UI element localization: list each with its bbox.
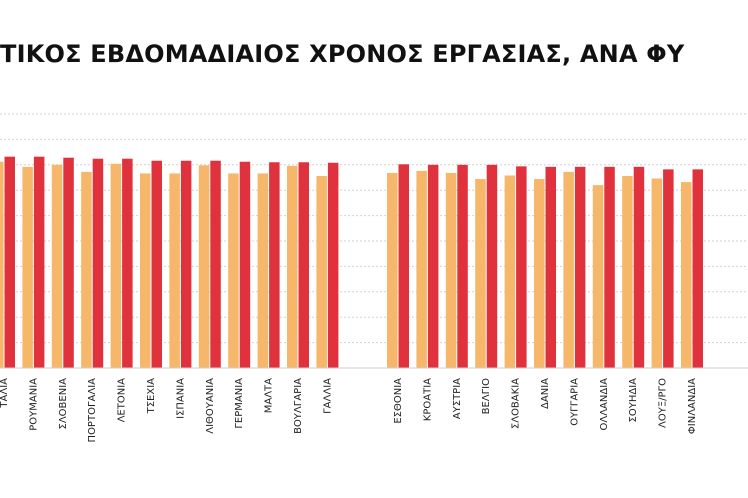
bar-series-2 (604, 166, 615, 368)
category-label: ΣΟΥΗΔΙΑ (628, 378, 639, 423)
bar-series-2 (633, 166, 645, 368)
bar-series-2 (692, 169, 703, 368)
category-label: ΤΑΛΙΑ (0, 378, 10, 409)
bar-series-2 (180, 160, 192, 368)
category-label: ΡΟΥΜΑΝΙΑ (28, 378, 39, 431)
bar-series-1 (416, 170, 427, 368)
category-label: ΒΟΥΛΓΑΡΙΑ (293, 378, 304, 434)
bar-series-2 (210, 160, 221, 368)
category-label: ΓΕΡΜΑΝΙΑ (234, 378, 245, 429)
bar-series-1 (140, 173, 151, 368)
category-labels: ΤΑΛΙΑ ΡΟΥΜΑΝΙΑ ΣΛΟΒΕΝΙΑ ΠΟΡΤΟΓΑΛΙΑ ΛΕΤΟΝΙΑ ΤΣ… (0, 378, 698, 443)
bar-series-1 (22, 166, 33, 368)
bar-series-1 (0, 161, 4, 368)
bar-series-1 (563, 171, 574, 368)
category-label: ΠΟΡΤΟΓΑΛΙΑ (87, 378, 98, 443)
bar-series-1 (534, 179, 545, 368)
bar-series-2 (122, 158, 133, 368)
bar-series-1 (475, 179, 486, 368)
category-label: ΛΕΤΟΝΙΑ (117, 378, 128, 423)
category-label: ΑΥΣΤΡΙΑ (452, 378, 463, 419)
bar-series-2 (298, 162, 309, 368)
bar-series-1 (110, 163, 122, 368)
category-label: ΛΙΘΟΥΑΝΙΑ (205, 378, 216, 434)
chart-title: ΤΙΚΟΣ ΕΒΔΟΜΑΔΙΑΙΟΣ ΧΡΟΝΟΣ ΕΡΓΑΣΙΑΣ, ΑΝΑ … (0, 40, 685, 68)
category-label: ΔΑΝΙΑ (540, 378, 551, 409)
bar-series-2 (516, 166, 527, 368)
bar-series-1 (228, 173, 239, 368)
bar-series-1 (316, 175, 327, 368)
category-label: ΚΡΟΑΤΙΑ (422, 378, 433, 421)
bar-series-2 (398, 164, 409, 368)
category-label: ΒΕΛΓΙΟ (481, 378, 492, 415)
bar-series-2 (4, 156, 15, 368)
bar-series-1 (504, 175, 516, 368)
category-label: ΜΑΛΤΑ (264, 378, 275, 413)
category-label: ΣΛΟΒΑΚΙΑ (511, 378, 522, 429)
bar-series-2 (545, 166, 556, 368)
bar-series-2 (663, 169, 674, 368)
category-label: ΛΟΥΞ/ΡΓΟ (658, 378, 669, 428)
bar-series-1 (257, 173, 269, 368)
bar-series-2 (33, 156, 45, 368)
bar-series-2 (327, 162, 339, 368)
category-label: ΦΙΝΛΑΝΔΙΑ (687, 378, 698, 434)
category-label: ΣΛΟΒΕΝΙΑ (58, 378, 69, 430)
bar-series-1 (445, 172, 457, 368)
bar-series-2 (486, 164, 498, 368)
bar-series-2 (574, 166, 586, 368)
bar-series-1 (198, 165, 210, 368)
bar-series-2 (239, 161, 251, 368)
bar-series-1 (681, 182, 692, 368)
category-label: ΕΣΘΟΝΙΑ (393, 378, 404, 424)
bar-series-1 (651, 178, 663, 368)
category-label: ΙΣΠΑΝΙΑ (175, 378, 186, 419)
bar-series-2 (63, 157, 74, 368)
bar-series-2 (151, 160, 162, 368)
bar-series-1 (81, 171, 92, 368)
bar-series-2 (427, 164, 439, 368)
bar-series-1 (287, 165, 298, 368)
bar-series-2 (457, 164, 468, 368)
bar-series-1 (169, 173, 180, 368)
category-label: ΟΛΛΑΝΔΙΑ (599, 378, 610, 431)
bar-series-1 (387, 172, 398, 368)
category-label: ΟΥΓΓΑΡΙΑ (569, 378, 580, 426)
category-label: ΓΑΛΛΙΑ (322, 378, 333, 414)
bar-series-1 (622, 175, 633, 368)
bar-series-1 (592, 185, 604, 368)
bars (0, 156, 703, 368)
bar-series-2 (269, 162, 280, 368)
bar-series-1 (51, 164, 63, 368)
bar-series-2 (92, 158, 104, 368)
category-label: ΤΣΕΧΙΑ (146, 378, 157, 415)
